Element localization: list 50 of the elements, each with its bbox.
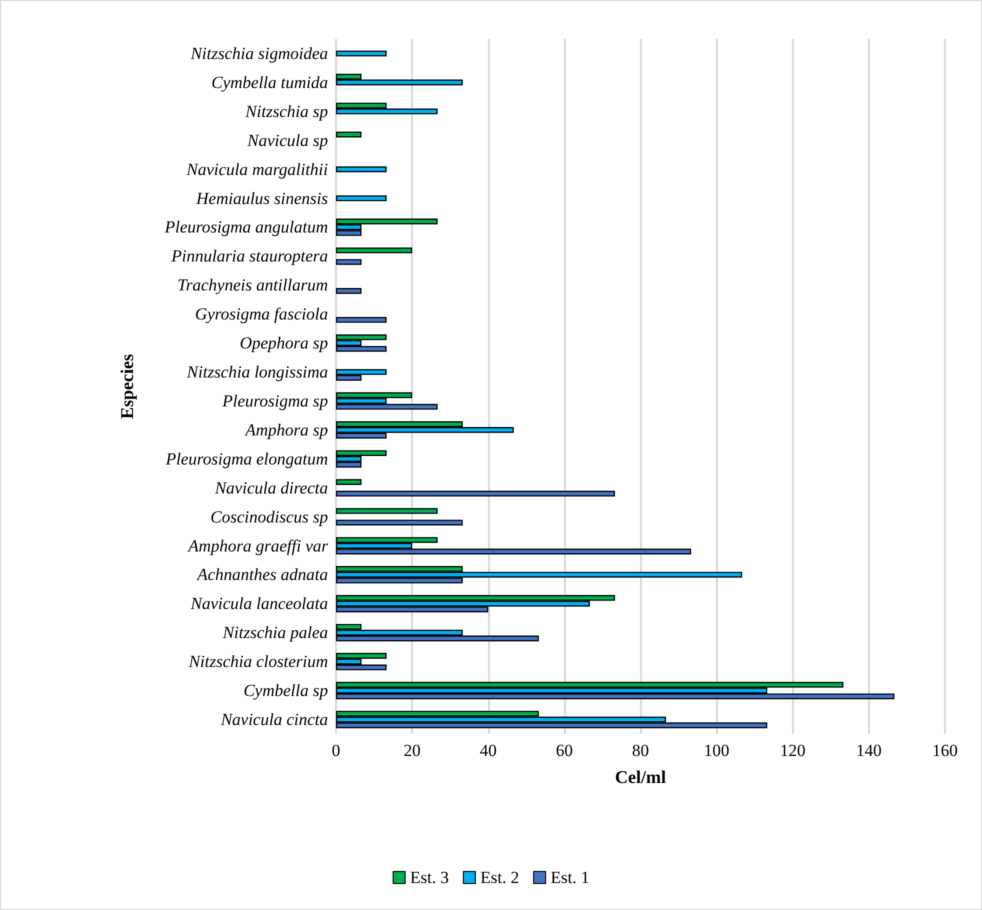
y-tick-label: Navicula cincta	[220, 710, 328, 730]
bar	[336, 317, 387, 323]
y-tick-label: Pleurosigma sp	[221, 391, 328, 410]
x-tick-label: 80	[632, 741, 649, 760]
legend-label: Est. 3	[410, 868, 449, 887]
y-tick-label: Coscinodiscus sp	[210, 507, 328, 526]
y-tick-label: Trachyneis antillarum	[177, 276, 328, 295]
y-tick-label: Nitzschia sp	[244, 102, 328, 121]
y-tick-label: Navicula lanceolata	[190, 594, 328, 614]
y-tick-label: Cymbella tumida	[211, 72, 328, 92]
y-tick-label: Nitzschia longissima	[186, 362, 328, 382]
y-tick-label: Amphora sp	[244, 420, 328, 440]
bar	[336, 248, 412, 254]
y-tick-label: Hemiaulus sinensis	[195, 188, 328, 208]
y-tick-label: Pleurosigma elongatum	[164, 449, 328, 468]
x-tick-label: 160	[932, 741, 958, 760]
y-tick-label: Nitzschia palea	[222, 623, 328, 642]
x-tick-label: 60	[556, 741, 573, 760]
x-tick-label: 140	[856, 741, 882, 760]
x-tick-label: 120	[780, 741, 806, 760]
y-tick-label: Nitzschia closterium	[188, 652, 328, 672]
bar	[336, 490, 615, 497]
x-tick-label: 20	[404, 741, 421, 760]
bar	[336, 479, 362, 485]
legend-label: Est. 1	[550, 868, 590, 887]
y-tick-label: Amphora graeffi var	[187, 536, 328, 556]
bar	[336, 288, 362, 294]
y-tick-label: Navicula directa	[214, 478, 328, 498]
x-tick-label: 100	[704, 741, 730, 760]
y-tick-label: Opephora sp	[240, 334, 328, 353]
y-tick-label: Pleurosigma angulatum	[164, 218, 328, 237]
x-axis-title: Cel/ml	[615, 767, 666, 787]
y-tick-label: Gyrosigma fasciola	[194, 304, 328, 324]
bar	[336, 166, 387, 172]
y-tick-label: Navicula margalithii	[185, 160, 328, 179]
bar	[336, 195, 387, 202]
y-tick-label: Achnanthes adnata	[196, 565, 328, 584]
y-tick-label: Nitzschia sigmoidea	[190, 44, 328, 63]
bar	[336, 508, 438, 514]
legend-label: Est. 2	[480, 868, 520, 887]
y-tick-label: Cymbella sp	[243, 681, 328, 700]
bar	[336, 50, 387, 56]
bar	[336, 520, 463, 526]
bar	[336, 259, 362, 265]
bar	[336, 132, 362, 138]
y-axis-title: Especies	[117, 354, 137, 419]
x-tick-label: 0	[332, 741, 340, 760]
x-tick-label: 40	[480, 741, 497, 760]
y-tick-label: Navicula sp	[246, 130, 328, 150]
y-tick-label: Pinnularia stauroptera	[170, 246, 328, 266]
